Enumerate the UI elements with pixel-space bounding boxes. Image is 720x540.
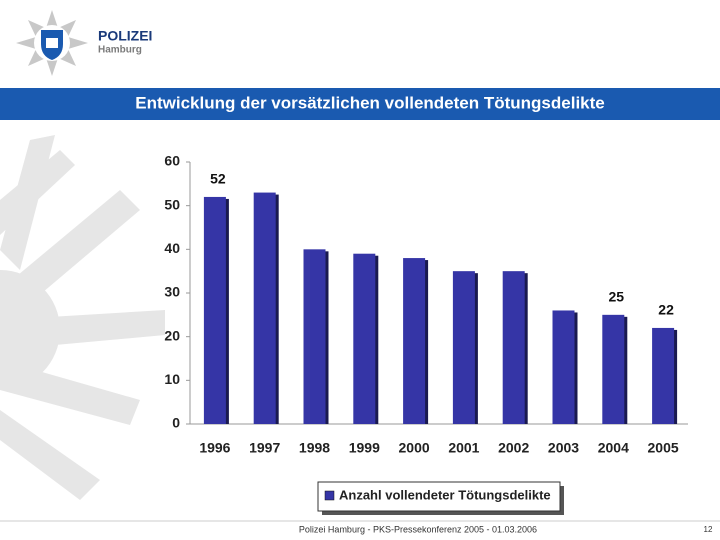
x-tick-label: 2000 (399, 440, 430, 456)
x-tick-label: 1998 (299, 440, 330, 456)
title-bar (0, 88, 720, 120)
x-tick-label: 1997 (249, 440, 280, 456)
bar (303, 249, 326, 424)
data-label: 52 (210, 171, 226, 187)
legend-label: Anzahl vollendeter Tötungsdelikte (339, 487, 551, 502)
bar (552, 310, 575, 424)
legend-box (317, 481, 561, 512)
y-tick-label: 30 (164, 284, 180, 300)
bar (403, 258, 426, 424)
y-tick-label: 20 (164, 327, 180, 343)
bar (502, 271, 525, 424)
y-tick-label: 0 (172, 415, 180, 431)
y-tick-label: 40 (164, 240, 180, 256)
logo (16, 10, 88, 76)
data-label: 22 (658, 302, 674, 318)
decor-star (0, 135, 165, 500)
bar (452, 271, 475, 424)
slide-title: Entwicklung der vorsätzlichen vollendete… (135, 93, 604, 112)
bar (203, 196, 226, 424)
x-tick-label: 2001 (448, 440, 479, 456)
bar (652, 327, 675, 424)
org-name: POLIZEI (98, 28, 152, 44)
bar (253, 192, 276, 424)
x-tick-label: 2004 (598, 440, 629, 456)
org-city: Hamburg (98, 45, 142, 56)
bar (602, 314, 625, 424)
x-tick-label: 2003 (548, 440, 579, 456)
x-tick-label: 2005 (648, 440, 679, 456)
y-tick-label: 10 (164, 371, 180, 387)
x-tick-label: 1999 (349, 440, 380, 456)
data-label: 25 (609, 289, 625, 305)
x-tick-label: 1996 (199, 440, 230, 456)
y-tick-label: 60 (164, 153, 180, 169)
legend-swatch (324, 490, 335, 501)
x-tick-label: 2002 (498, 440, 529, 456)
y-tick-label: 50 (164, 196, 180, 212)
bar (353, 253, 376, 424)
footer-text: Polizei Hamburg - PKS-Pressekonferenz 20… (299, 524, 537, 534)
page-number: 12 (704, 525, 713, 534)
